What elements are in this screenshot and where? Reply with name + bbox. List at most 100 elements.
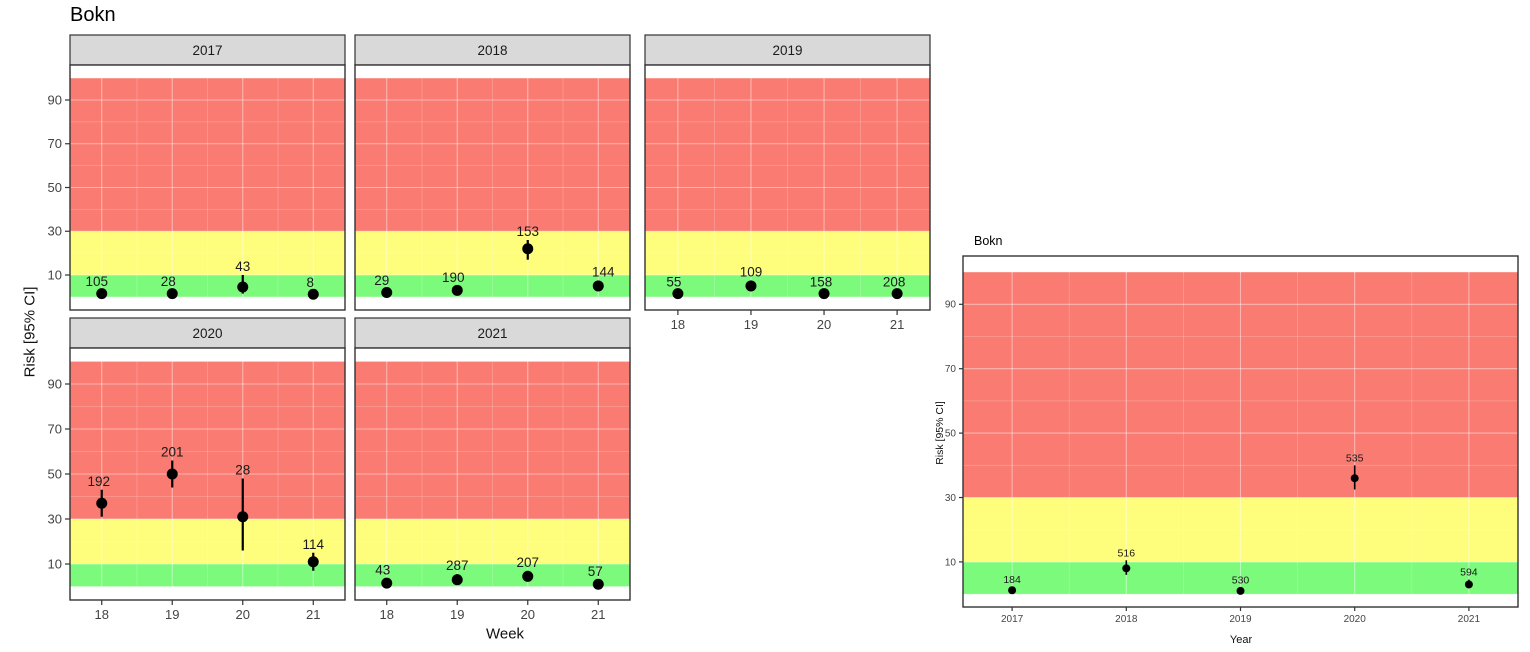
x-tick-label: 19 — [744, 317, 758, 332]
yearly-x-axis-title: Year — [1229, 634, 1253, 646]
point-marker — [592, 578, 604, 590]
facet-strip-label: 2020 — [192, 326, 222, 341]
point-count-label: 535 — [1346, 452, 1364, 464]
x-tick-label: 20 — [236, 607, 250, 622]
point-count-label: 201 — [161, 445, 184, 460]
point-count-label: 516 — [1118, 547, 1136, 559]
x-tick-label: 21 — [890, 317, 904, 332]
facet-2020: 2020 10 30 50 70 90 18 19 20 21 192 201 28 114 — [48, 317, 346, 622]
y-tick-label: 10 — [48, 267, 62, 282]
point-marker — [891, 288, 903, 300]
point-marker — [672, 288, 684, 300]
point-count-label: 190 — [442, 270, 465, 285]
panel-border — [644, 64, 931, 311]
point-marker — [745, 280, 757, 292]
point-count-label: 29 — [374, 273, 389, 288]
facet-strip-label: 2017 — [192, 43, 222, 58]
y-tick-label: 90 — [48, 376, 62, 391]
risk-band-medium — [355, 231, 630, 275]
point-marker — [237, 281, 249, 293]
risk-band-high — [70, 78, 345, 232]
point-count-label: 43 — [235, 259, 250, 274]
x-tick-label: 2017 — [1001, 614, 1024, 625]
facet-2019: 2019 18 19 20 21 55 109 158 208 — [644, 34, 931, 332]
y-tick-label: 50 — [48, 180, 62, 195]
point-count-label: 114 — [303, 537, 325, 552]
point-count-label: 530 — [1232, 575, 1250, 587]
weekly-chart-title: Bokn — [70, 4, 116, 26]
point-count-label: 43 — [375, 563, 390, 578]
risk-band-medium — [355, 519, 630, 564]
point-count-label: 28 — [161, 274, 176, 289]
yearly-y-axis-title: Risk [95% CI] — [934, 401, 946, 465]
point-count-label: 55 — [666, 274, 681, 289]
point-marker — [307, 556, 319, 568]
point-marker — [522, 243, 534, 255]
y-tick-label: 30 — [48, 224, 62, 239]
x-tick-label: 19 — [450, 607, 464, 622]
x-tick-label: 2021 — [1458, 614, 1481, 625]
facet-strip — [644, 34, 931, 66]
risk-band-high — [355, 78, 630, 232]
risk-band-high — [963, 272, 1518, 498]
x-tick-label: 20 — [521, 607, 535, 622]
risk-band-low — [645, 275, 930, 297]
weekly-y-axis-title: Risk [95% CI] — [21, 286, 39, 378]
x-tick-label: 2019 — [1229, 614, 1252, 625]
x-tick-label: 18 — [379, 607, 393, 622]
x-tick-label: 18 — [671, 317, 685, 332]
y-tick-label: 10 — [945, 557, 957, 568]
facet-strip-label: 2019 — [772, 43, 802, 58]
weekly-x-axis-title: Week — [485, 625, 525, 643]
risk-band-low — [355, 564, 630, 587]
point-marker — [166, 288, 178, 300]
point-count-label: 184 — [1003, 574, 1021, 586]
risk-band-medium — [70, 231, 345, 275]
risk-band-low — [70, 564, 345, 587]
point-marker — [381, 577, 393, 589]
y-tick-label: 90 — [48, 92, 62, 107]
x-tick-label: 21 — [591, 607, 605, 622]
yearly-chart-title: Bokn — [974, 234, 1003, 248]
y-tick-label: 30 — [945, 493, 957, 504]
risk-band-high — [70, 361, 345, 519]
y-tick-label: 70 — [945, 364, 957, 375]
y-tick-label: 50 — [945, 429, 957, 440]
point-marker — [592, 280, 604, 292]
yearly-risk-panel: 10 30 50 70 90 2017 2018 2019 2020 2021 184 516 530 5… — [945, 255, 1519, 625]
point-count-label: 8 — [307, 275, 315, 290]
point-count-label: 144 — [592, 264, 615, 279]
x-tick-label: 21 — [306, 607, 320, 622]
point-count-label: 28 — [235, 463, 250, 478]
point-marker — [1464, 580, 1473, 589]
facet-2017: 2017 10 30 50 70 90 105 28 43 8 — [48, 34, 346, 311]
x-tick-label: 2020 — [1344, 614, 1367, 625]
facet-strip-label: 2018 — [477, 43, 507, 58]
facet-strip — [354, 34, 631, 66]
point-marker — [237, 511, 249, 523]
point-count-label: 208 — [883, 274, 906, 289]
x-tick-label: 19 — [165, 607, 179, 622]
y-tick-label: 70 — [48, 421, 62, 436]
point-count-label: 57 — [588, 564, 603, 579]
point-marker — [451, 574, 463, 586]
panel-border — [354, 64, 631, 311]
x-tick-label: 18 — [94, 607, 108, 622]
point-marker — [1122, 564, 1131, 573]
point-marker — [818, 288, 830, 300]
point-marker — [1008, 586, 1017, 595]
facet-strip-label: 2021 — [477, 326, 507, 341]
panel-border — [354, 347, 631, 601]
point-marker — [96, 497, 108, 509]
point-count-label: 594 — [1460, 567, 1478, 579]
y-tick-label: 90 — [945, 300, 957, 311]
risk-band-medium — [70, 519, 345, 564]
risk-band-medium — [645, 231, 930, 275]
y-tick-label: 50 — [48, 466, 62, 481]
y-tick-label: 30 — [48, 511, 62, 526]
point-marker — [307, 288, 319, 300]
risk-band-high — [355, 361, 630, 519]
point-marker — [522, 570, 534, 582]
